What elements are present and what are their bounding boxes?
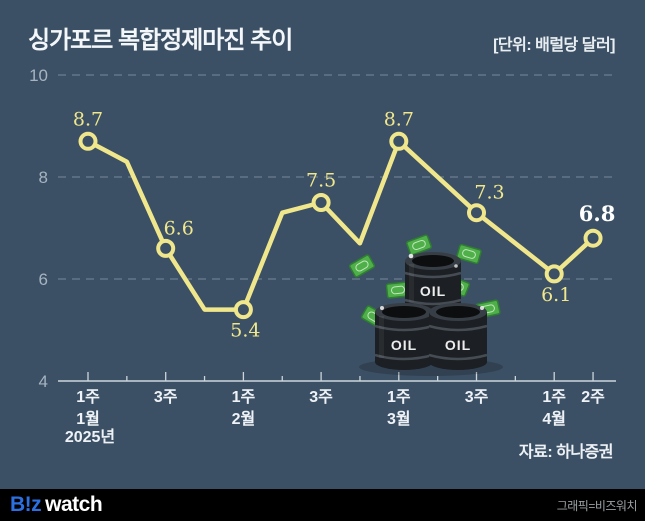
trend-line-series — [78, 131, 603, 320]
data-point-marker — [467, 203, 486, 223]
oil-barrel-left: OIL — [374, 303, 434, 370]
source-credit: 자료: 하나증권 — [518, 444, 614, 461]
x-year-label: 2025년 — [65, 427, 115, 446]
data-point-marker — [311, 193, 331, 212]
x-tick-label: 3주 — [465, 388, 489, 406]
refining-margin-line-chart: 10 8 6 4 1주 3주 1주 3주 1주 3주 1주 2주 1월 2월 3월 4월 2025년 — [29, 66, 616, 446]
x-tick-label: 1주 — [232, 388, 256, 406]
glint-icon — [380, 306, 384, 310]
glint-icon — [480, 306, 484, 310]
glint-icon — [454, 264, 458, 268]
x-tick-label: 1주 — [542, 388, 566, 406]
x-tick-label: 3주 — [154, 388, 178, 406]
glint-icon — [408, 253, 414, 259]
oil-barrel-label: OIL — [420, 283, 446, 299]
grid-layer: 10 8 6 4 — [29, 66, 616, 391]
bizwatch-logo: B!z watch — [10, 493, 103, 517]
oil-barrel-top: OIL — [404, 252, 462, 313]
oil-barrels-illustration: OIL OIL — [348, 234, 503, 376]
x-tick-label: 1주 — [76, 388, 100, 406]
data-point-label: 8.7 — [384, 108, 414, 130]
data-point-label: 6.1 — [541, 284, 571, 306]
data-point-label: 8.7 — [73, 108, 103, 130]
page-title: 싱가포르 복합정제마진 추이 — [28, 27, 293, 54]
x-month-label: 1월 — [76, 410, 100, 428]
y-tick-label: 6 — [39, 270, 48, 289]
data-point-label: 7.5 — [306, 170, 336, 192]
y-tick-label: 8 — [39, 168, 48, 187]
x-tick-label: 2주 — [581, 388, 605, 406]
y-tick-label: 4 — [39, 372, 48, 391]
money-bill-icon — [456, 243, 482, 265]
y-tick-label: 10 — [29, 66, 48, 85]
logo-watch: watch — [45, 493, 103, 516]
x-month-label: 4월 — [542, 410, 566, 428]
data-point-marker — [389, 131, 409, 151]
x-tick-label: 3주 — [309, 388, 333, 406]
data-point-marker — [544, 264, 564, 284]
money-bill-icon — [348, 254, 376, 278]
oil-barrel-label: OIL — [445, 337, 471, 353]
data-point-label: 6.8 — [579, 201, 616, 226]
x-axis: 1주 3주 1주 3주 1주 3주 1주 2주 1월 2월 3월 4월 2025년 — [58, 372, 616, 446]
data-point-label: 7.3 — [474, 182, 504, 204]
data-point-marker — [78, 131, 98, 151]
logo-biz: B!z — [10, 493, 42, 516]
data-point-marker — [583, 228, 603, 248]
trend-line — [85, 139, 596, 312]
unit-label: [단위: 배럴당 달러] — [493, 37, 615, 54]
data-labels-layer: 8.7 6.6 5.4 7.5 8.7 7.3 6.1 6.8 — [73, 108, 615, 341]
money-bill-icon — [406, 234, 432, 256]
x-tick-label: 1주 — [387, 388, 411, 406]
data-point-marker — [233, 300, 253, 320]
x-month-label: 2월 — [232, 410, 256, 428]
footer-bar: B!z watch 그래픽=비즈워치 — [0, 489, 645, 521]
data-point-marker — [156, 238, 176, 258]
graphic-credit: 그래픽=비즈워치 — [556, 498, 638, 513]
oil-barrel-right: OIL — [428, 303, 488, 370]
data-point-label: 5.4 — [230, 320, 260, 342]
oil-barrel-label: OIL — [391, 337, 417, 353]
x-month-label: 3월 — [387, 410, 411, 428]
data-point-label: 6.6 — [164, 217, 194, 239]
